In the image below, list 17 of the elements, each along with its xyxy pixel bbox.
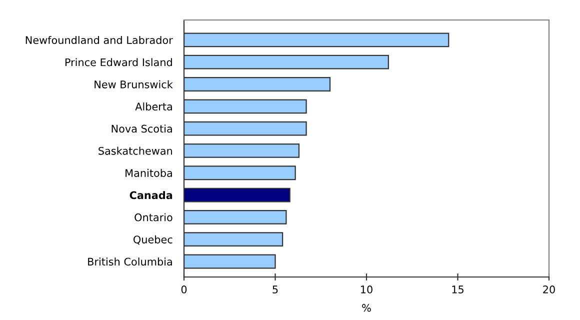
y-tick-label: Canada <box>130 191 172 200</box>
y-tick-label: Newfoundland and Labrador <box>26 36 173 44</box>
y-tick-label: British Columbia <box>88 258 172 266</box>
x-tick-label: 15 <box>452 286 464 294</box>
y-tick-label: Alberta <box>135 102 172 111</box>
x-tick-label: 5 <box>272 286 278 294</box>
y-tick-label: Manitoba <box>126 168 172 177</box>
y-tick-label: New Brunswick <box>94 80 173 88</box>
x-tick-label: 10 <box>361 286 372 294</box>
x-tick-label: 20 <box>543 286 555 294</box>
x-tick-label: 0 <box>181 286 187 294</box>
y-tick-label: Prince Edward Island <box>65 58 172 66</box>
y-tick-label: Nova Scotia <box>112 124 172 133</box>
y-tick-label: Ontario <box>134 213 172 222</box>
x-axis-title: % <box>362 304 371 312</box>
y-tick-label: Saskatchewan <box>98 146 172 155</box>
y-tick-label: Quebec <box>134 235 172 245</box>
